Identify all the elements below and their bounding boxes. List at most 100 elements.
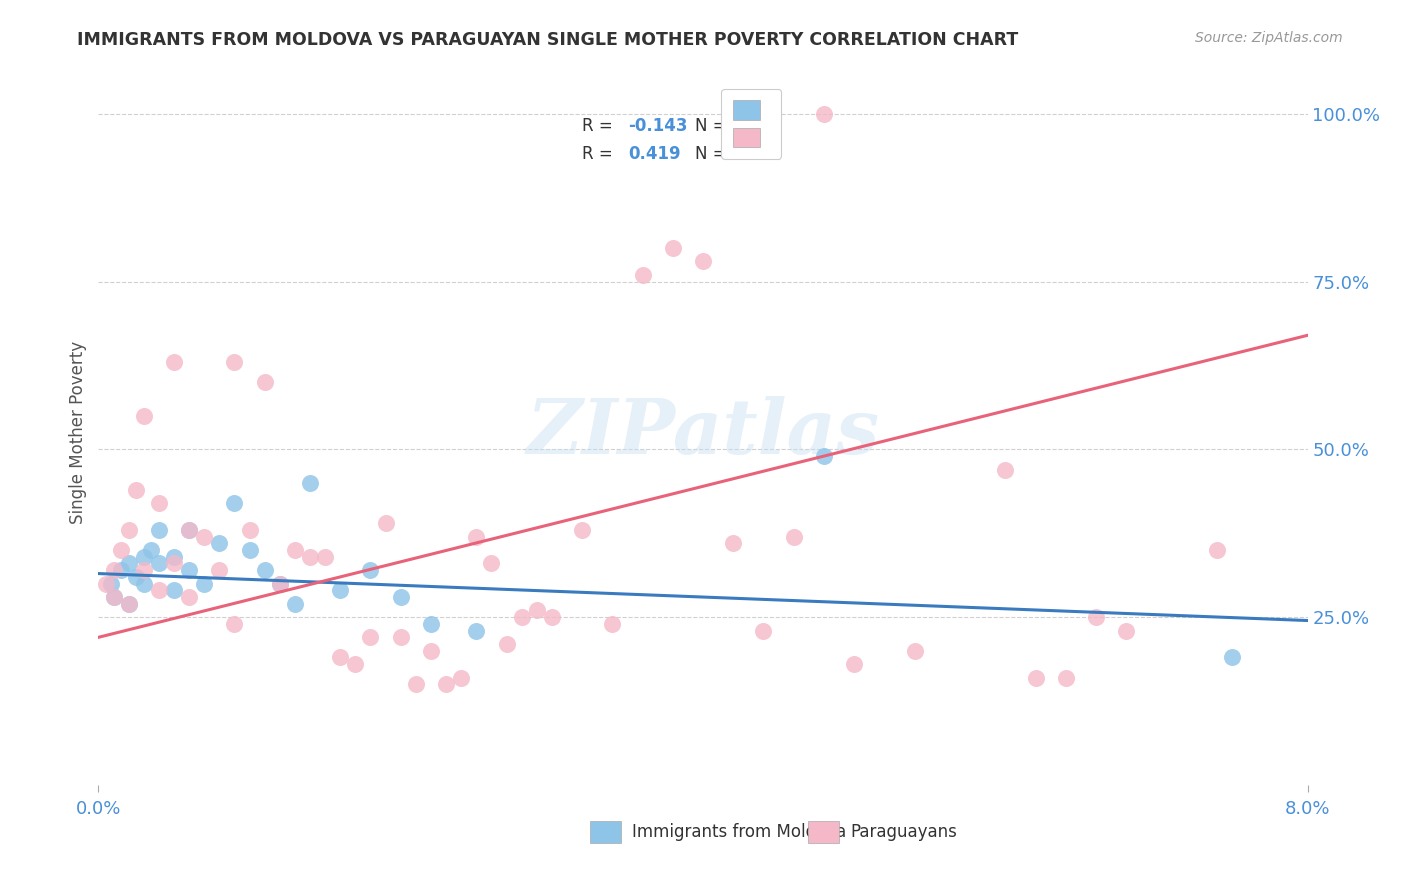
- Point: [148, 523, 170, 537]
- Point: [148, 557, 170, 571]
- Point: [132, 563, 155, 577]
- Point: [631, 268, 654, 282]
- Point: [450, 671, 472, 685]
- Text: 57: 57: [730, 145, 752, 163]
- Point: [132, 549, 155, 564]
- Point: [526, 603, 548, 617]
- Point: [132, 576, 155, 591]
- Point: [813, 107, 835, 121]
- Point: [1220, 650, 1243, 665]
- Point: [389, 590, 412, 604]
- Point: [1115, 624, 1137, 638]
- Point: [495, 637, 517, 651]
- Point: [420, 616, 443, 631]
- Point: [224, 355, 246, 369]
- Point: [118, 557, 141, 571]
- Point: [360, 630, 382, 644]
- Point: [125, 570, 148, 584]
- Point: [163, 583, 186, 598]
- Point: [344, 657, 367, 672]
- Text: Immigrants from Moldova: Immigrants from Moldova: [633, 822, 846, 841]
- Text: R =: R =: [582, 117, 619, 135]
- Point: [813, 449, 835, 463]
- Point: [179, 523, 201, 537]
- Point: [163, 549, 186, 564]
- Point: [103, 590, 125, 604]
- Point: [692, 254, 714, 268]
- Y-axis label: Single Mother Poverty: Single Mother Poverty: [69, 341, 87, 524]
- Point: [110, 543, 132, 558]
- Point: [239, 543, 262, 558]
- Point: [360, 563, 382, 577]
- Point: [208, 563, 231, 577]
- Point: [179, 563, 201, 577]
- Point: [299, 475, 322, 490]
- Point: [103, 590, 125, 604]
- Text: 0.419: 0.419: [628, 145, 681, 163]
- Point: [1054, 671, 1077, 685]
- Point: [994, 462, 1017, 476]
- Point: [465, 530, 488, 544]
- Point: [132, 409, 155, 423]
- Point: [193, 530, 215, 544]
- Legend: , : ,: [721, 88, 782, 159]
- Point: [284, 543, 307, 558]
- Point: [253, 376, 276, 390]
- Point: [148, 496, 170, 510]
- Point: [374, 516, 396, 531]
- Point: [284, 597, 307, 611]
- Text: Source: ZipAtlas.com: Source: ZipAtlas.com: [1195, 31, 1343, 45]
- Point: [723, 536, 745, 550]
- Point: [314, 549, 336, 564]
- Point: [844, 657, 866, 672]
- Point: [329, 583, 352, 598]
- Point: [510, 610, 533, 624]
- Point: [434, 677, 457, 691]
- Point: [208, 536, 231, 550]
- Text: N =: N =: [695, 117, 731, 135]
- Point: [405, 677, 427, 691]
- Point: [100, 576, 122, 591]
- Point: [752, 624, 775, 638]
- Point: [94, 576, 117, 591]
- Text: ZIPatlas: ZIPatlas: [526, 396, 880, 469]
- Point: [269, 576, 291, 591]
- Text: 30: 30: [730, 117, 752, 135]
- Point: [163, 557, 186, 571]
- Point: [163, 355, 186, 369]
- Point: [224, 496, 246, 510]
- Point: [1206, 543, 1229, 558]
- Point: [1085, 610, 1108, 624]
- Point: [602, 616, 624, 631]
- Point: [465, 624, 488, 638]
- Text: -0.143: -0.143: [628, 117, 688, 135]
- Text: IMMIGRANTS FROM MOLDOVA VS PARAGUAYAN SINGLE MOTHER POVERTY CORRELATION CHART: IMMIGRANTS FROM MOLDOVA VS PARAGUAYAN SI…: [77, 31, 1018, 49]
- Text: R =: R =: [582, 145, 619, 163]
- Text: Paraguayans: Paraguayans: [849, 822, 957, 841]
- Point: [904, 644, 927, 658]
- Text: N =: N =: [695, 145, 731, 163]
- Point: [179, 590, 201, 604]
- Point: [125, 483, 148, 497]
- Point: [148, 583, 170, 598]
- Point: [481, 557, 503, 571]
- Point: [118, 597, 141, 611]
- Point: [179, 523, 201, 537]
- Point: [571, 523, 593, 537]
- Point: [1025, 671, 1047, 685]
- Point: [118, 523, 141, 537]
- Point: [224, 616, 246, 631]
- Point: [193, 576, 215, 591]
- Point: [110, 563, 132, 577]
- Point: [420, 644, 443, 658]
- Point: [389, 630, 412, 644]
- Point: [103, 563, 125, 577]
- Point: [329, 650, 352, 665]
- Point: [783, 530, 806, 544]
- Point: [253, 563, 276, 577]
- Point: [540, 610, 562, 624]
- Point: [661, 241, 683, 255]
- Point: [299, 549, 322, 564]
- Point: [141, 543, 163, 558]
- Point: [269, 576, 291, 591]
